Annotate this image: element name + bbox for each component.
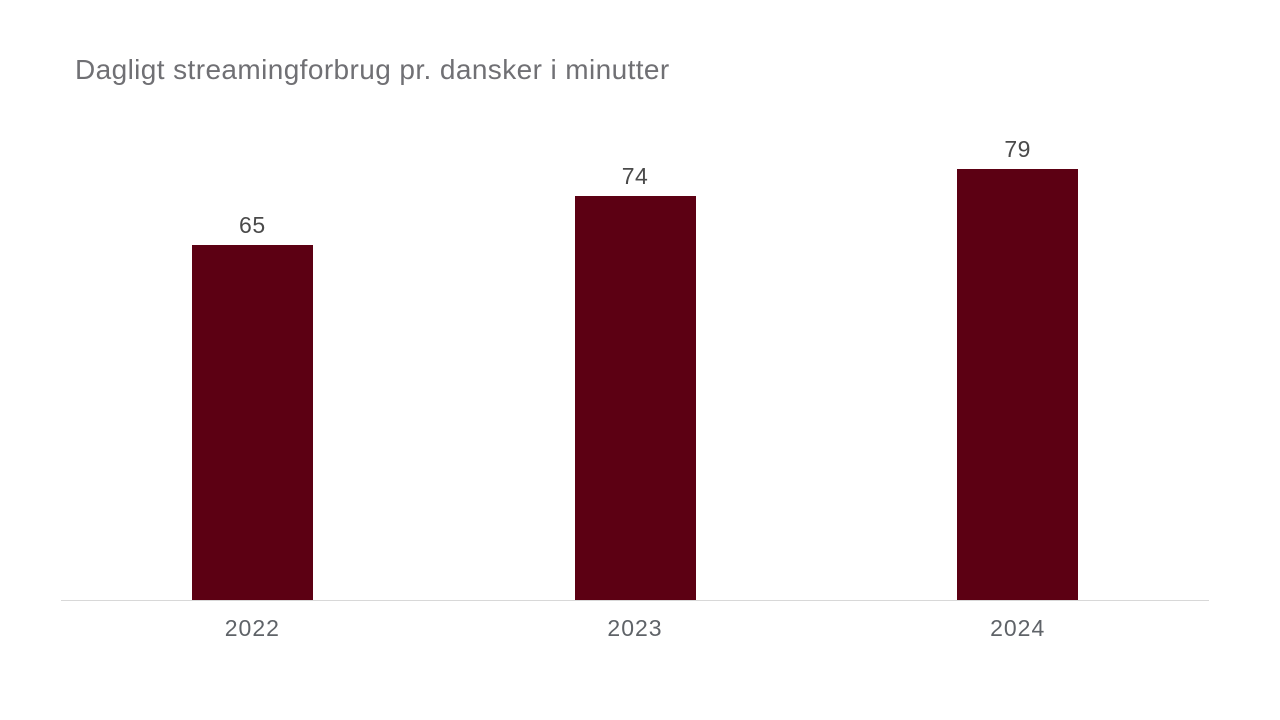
bar-2022 [191, 245, 313, 601]
x-tick-label-2022: 2022 [224, 615, 280, 641]
bar-2024 [957, 169, 1079, 601]
x-tick-label-2023: 2023 [607, 615, 663, 641]
bar-group-2022: 65 [61, 120, 444, 601]
plot-area: 65 74 79 2022 2023 2024 [61, 120, 1209, 641]
bar-group-2024: 79 [826, 120, 1209, 601]
bar-value-label: 65 [239, 211, 266, 238]
bars-container: 65 74 79 [61, 120, 1209, 601]
x-axis-line [61, 600, 1209, 601]
bar-2023 [574, 196, 696, 601]
chart-title: Dagligt streamingforbrug pr. dansker i m… [75, 54, 670, 85]
bar-value-label: 74 [621, 162, 649, 189]
x-tick-label-2024: 2024 [990, 615, 1046, 641]
bar-value-label: 79 [1004, 135, 1031, 162]
x-axis-labels: 2022 2023 2024 [61, 615, 1209, 642]
bar-group-2023: 74 [444, 120, 827, 601]
